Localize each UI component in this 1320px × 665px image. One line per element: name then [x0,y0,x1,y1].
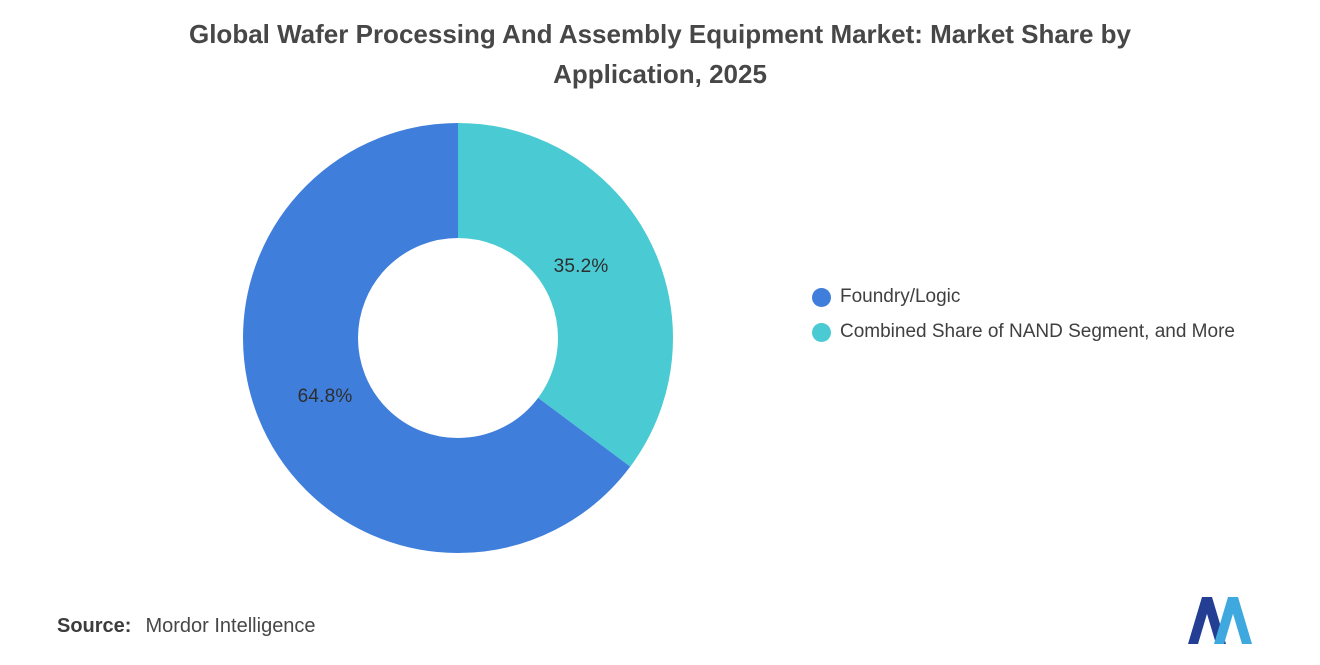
donut-chart[interactable]: 64.8% 35.2% [238,118,678,558]
slice-label-nand-segment: 35.2% [553,256,609,277]
donut-slice-0[interactable] [243,123,673,553]
legend-item-nand-segment[interactable]: Combined Share of NAND Segment, and More [812,321,1235,343]
chart-title-line-1: Global Wafer Processing And Assembly Equ… [188,19,1132,49]
mordor-intelligence-logo [1188,597,1252,644]
legend-label-foundry-logic: Foundry/Logic [840,286,961,307]
source-value: Mordor Intelligence [145,615,316,637]
legend-bullet-foundry-logic [812,287,831,307]
legend: Foundry/Logic Combined Share of NAND Seg… [812,286,1235,343]
chart-title-line-2: Application, 2025 [553,59,767,89]
donut-svg[interactable] [238,118,678,558]
source-row: Source: Mordor Intelligence [57,615,316,638]
source-label: Source: [57,615,132,637]
legend-item-foundry-logic[interactable]: Foundry/Logic [812,286,1235,308]
logo-light-right-stroke [1228,597,1252,644]
slice-label-foundry-logic: 64.8% [297,386,353,407]
mordor-logo-svg [1188,597,1252,644]
legend-bullet-nand-segment [812,322,831,342]
legend-label-nand-segment: Combined Share of NAND Segment, and More [840,321,1235,342]
chart-title: Global Wafer Processing And Assembly Equ… [0,14,1320,94]
